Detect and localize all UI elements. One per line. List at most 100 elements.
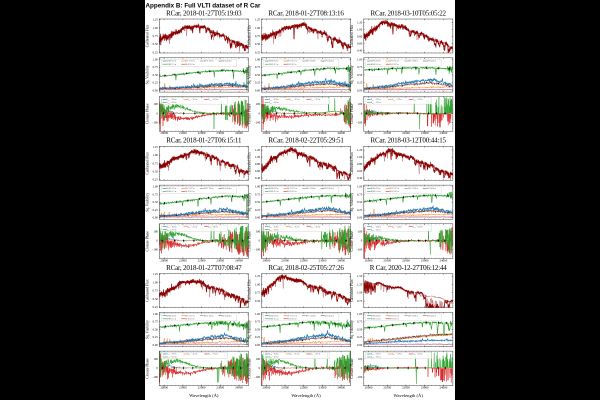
svg-text:0.50: 0.50 (255, 42, 261, 46)
svg-text:0.60: 0.60 (357, 42, 363, 46)
svg-text:100: 100 (256, 102, 261, 106)
svg-text:21000: 21000 (179, 131, 187, 135)
svg-text:0.50: 0.50 (357, 73, 363, 77)
svg-text:1.25: 1.25 (255, 18, 261, 22)
svg-text:B2-D0 33.9 m: B2-D0 33.9 m (167, 188, 177, 190)
svg-text:Bmax = 29.1 m: Bmax = 29.1 m (167, 229, 178, 231)
svg-text:24000: 24000 (440, 386, 448, 390)
svg-text:Sq. Visibility: Sq. Visibility (145, 193, 149, 212)
svg-text:B2-C1 22.7 m: B2-C1 22.7 m (390, 315, 400, 317)
svg-text:B2-C1 22.7 m: B2-C1 22.7 m (185, 61, 195, 63)
svg-text:1.00: 1.00 (357, 28, 363, 32)
svg-text:21000: 21000 (281, 258, 289, 262)
svg-text:0: 0 (156, 366, 158, 370)
svg-text:23000: 23000 (216, 131, 224, 135)
svg-text:1.20: 1.20 (357, 148, 363, 152)
svg-text:Bmax = 30.9 m: Bmax = 30.9 m (269, 99, 280, 101)
svg-text:Bmax = 31.9 m: Bmax = 31.9 m (392, 226, 403, 228)
svg-text:0.75: 0.75 (153, 34, 159, 38)
svg-text:0.50: 0.50 (255, 200, 261, 204)
svg-text:Calibrated Flux: Calibrated Flux (145, 279, 149, 302)
svg-text:0.25: 0.25 (153, 81, 159, 85)
svg-text:Bmax = 31.9 m: Bmax = 31.9 m (392, 99, 403, 101)
svg-text:B2-K0 11.3 m: B2-K0 11.3 m (269, 64, 279, 66)
svg-text:B2-D0 33.9 m: B2-D0 33.9 m (371, 61, 381, 63)
svg-text:D0-C1 19.8 m: D0-C1 19.8 m (204, 61, 214, 63)
svg-text:Calibrated Flux: Calibrated Flux (350, 152, 354, 175)
svg-text:1.00: 1.00 (255, 312, 261, 316)
svg-text:K0-J3 30.7 m: K0-J3 30.7 m (185, 319, 195, 321)
svg-text:Closure Phase: Closure Phase (145, 358, 149, 379)
svg-text:B2-J3 45.8 m: B2-J3 45.8 m (222, 61, 232, 63)
svg-text:1.00: 1.00 (357, 312, 363, 316)
svg-text:0.25: 0.25 (255, 81, 261, 85)
svg-text:B2-J3 45.8 m: B2-J3 45.8 m (222, 315, 232, 317)
svg-text:Bmax = 31.9 m: Bmax = 31.9 m (187, 354, 198, 356)
svg-text:24000: 24000 (235, 131, 243, 135)
svg-text:D0-C1 19.8 m: D0-C1 19.8 m (204, 188, 214, 190)
svg-text:0.00: 0.00 (357, 88, 363, 92)
svg-text:Closure Phase: Closure Phase (350, 231, 354, 252)
svg-text:20000: 20000 (263, 131, 271, 135)
svg-text:23000: 23000 (319, 131, 327, 135)
svg-text:Bmax = 32.9 m: Bmax = 32.9 m (310, 354, 321, 356)
svg-text:100: 100 (358, 102, 363, 106)
svg-text:Bmax = 29.1 m: Bmax = 29.1 m (371, 102, 382, 104)
svg-text:0.40: 0.40 (357, 49, 363, 53)
svg-text:0.75: 0.75 (357, 320, 363, 324)
svg-text:23000: 23000 (319, 386, 327, 390)
svg-text:100: 100 (153, 357, 158, 361)
svg-text:0.75: 0.75 (357, 192, 363, 196)
svg-text:Bmax = 29.1 m: Bmax = 29.1 m (269, 102, 280, 104)
svg-text:B2-D0 33.9 m: B2-D0 33.9 m (371, 188, 381, 190)
svg-text:1.00: 1.00 (357, 155, 363, 159)
svg-text:B2-C1 22.7 m: B2-C1 22.7 m (390, 61, 400, 63)
svg-text:Bmax = 32.9 m: Bmax = 32.9 m (208, 354, 219, 356)
svg-text:0.50: 0.50 (255, 327, 261, 331)
svg-text:0.50: 0.50 (255, 73, 261, 77)
svg-text:22000: 22000 (402, 258, 410, 262)
svg-text:B2-D0 33.9 m: B2-D0 33.9 m (371, 315, 381, 317)
svg-text:0.25: 0.25 (357, 335, 363, 339)
svg-text:0.75: 0.75 (255, 320, 261, 324)
svg-text:20000: 20000 (263, 258, 271, 262)
svg-text:Closure Phase: Closure Phase (248, 231, 252, 252)
svg-text:0.25: 0.25 (153, 208, 159, 212)
svg-text:−100: −100 (152, 248, 159, 252)
svg-text:Bmax = 32.9 m: Bmax = 32.9 m (413, 226, 424, 228)
svg-text:K0-J3 30.7 m: K0-J3 30.7 m (287, 191, 297, 193)
svg-text:Closure Phase: Closure Phase (248, 358, 252, 379)
svg-text:0.50: 0.50 (153, 200, 159, 204)
svg-text:Bmax = 30.9 m: Bmax = 30.9 m (167, 226, 178, 228)
svg-text:1.00: 1.00 (153, 153, 159, 157)
svg-text:0.50: 0.50 (153, 327, 159, 331)
svg-text:Closure Phase: Closure Phase (248, 103, 252, 124)
svg-text:0.75: 0.75 (153, 289, 159, 293)
svg-text:K0-J3 30.7 m: K0-J3 30.7 m (185, 191, 195, 193)
svg-text:Sq. Visibility: Sq. Visibility (350, 65, 354, 84)
svg-text:0.50: 0.50 (153, 73, 159, 77)
svg-text:0: 0 (259, 239, 261, 243)
svg-text:Closure Phase: Closure Phase (350, 358, 354, 379)
svg-text:K0-J3 30.7 m: K0-J3 30.7 m (287, 64, 297, 66)
svg-text:24000: 24000 (440, 131, 448, 135)
svg-text:−100: −100 (356, 375, 363, 379)
svg-text:1.25: 1.25 (153, 145, 159, 149)
svg-text:1.25: 1.25 (255, 274, 261, 278)
svg-text:23000: 23000 (421, 131, 429, 135)
svg-text:0.25: 0.25 (255, 335, 261, 339)
svg-text:0.50: 0.50 (153, 297, 159, 301)
svg-text:22000: 22000 (300, 386, 308, 390)
svg-text:B2-K0 11.3 m: B2-K0 11.3 m (371, 191, 381, 193)
svg-text:1.20: 1.20 (255, 148, 261, 152)
svg-text:Sq. Visibility: Sq. Visibility (145, 65, 149, 84)
svg-text:0: 0 (361, 239, 363, 243)
svg-text:1.00: 1.00 (357, 185, 363, 189)
svg-text:21000: 21000 (179, 386, 187, 390)
svg-text:0.75: 0.75 (255, 291, 261, 295)
svg-text:−100: −100 (152, 375, 159, 379)
svg-text:0.60: 0.60 (357, 169, 363, 173)
svg-text:0.25: 0.25 (255, 50, 261, 54)
svg-text:1.25: 1.25 (357, 282, 363, 286)
svg-text:B2-K0 11.3 m: B2-K0 11.3 m (167, 64, 177, 66)
